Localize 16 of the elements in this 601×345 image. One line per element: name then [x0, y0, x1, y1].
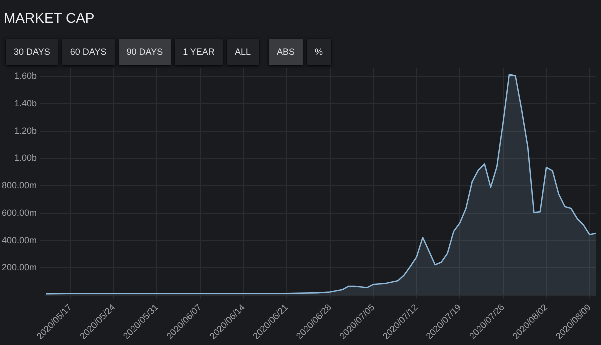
y-tick-label: 1.00b: [14, 153, 37, 164]
text: %: [306, 39, 331, 65]
text: ALL: [226, 39, 259, 65]
text: 1 YEAR: [175, 39, 223, 65]
text: 30 DAYS: [6, 39, 58, 65]
text: ABS: [268, 39, 303, 65]
text: 90 DAYS: [118, 39, 172, 65]
text: 60 DAYS: [62, 39, 115, 65]
chart-title: MARKET CAP: [4, 10, 95, 26]
y-tick-label: 400.00m: [2, 235, 37, 246]
y-tick-label: 1.60b: [14, 71, 37, 82]
y-tick-label: 800.00m: [2, 180, 37, 191]
y-tick-label: 1.20b: [14, 126, 37, 136]
y-tick-label: 200.00m: [2, 262, 37, 273]
y-tick-label: 1.40b: [14, 98, 37, 108]
y-tick-label: 600.00m: [2, 208, 37, 218]
